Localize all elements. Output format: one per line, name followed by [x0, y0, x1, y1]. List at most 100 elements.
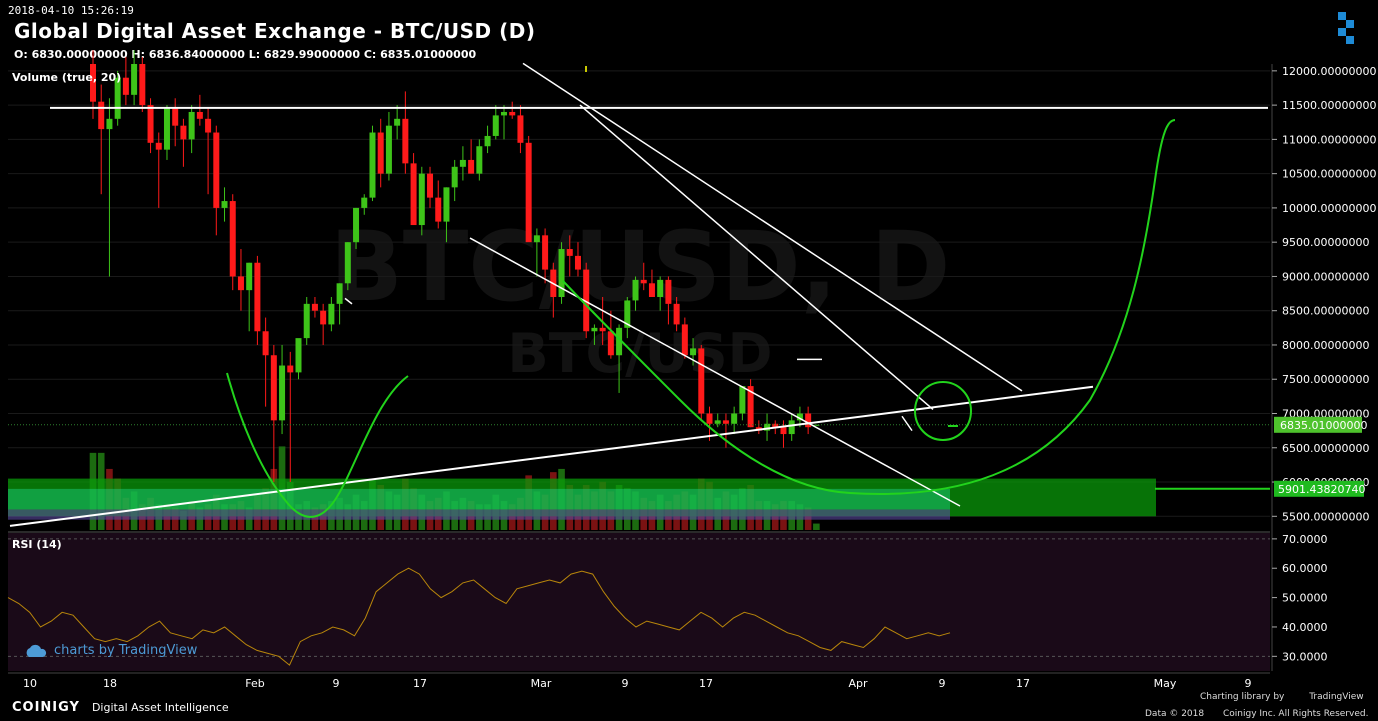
y-tick-label: 11000.00000000	[1282, 133, 1376, 146]
x-tick-label: 9	[333, 677, 340, 690]
x-tick-label: Feb	[245, 677, 264, 690]
candle-body	[492, 115, 499, 136]
candle-body	[443, 187, 450, 222]
x-tick-label: May	[1154, 677, 1177, 690]
candle-body	[599, 327, 606, 332]
rsi-label: RSI (14)	[12, 538, 62, 551]
tradingview-credit: TradingView	[1309, 692, 1364, 702]
candle-body	[369, 132, 376, 198]
candle-body	[229, 201, 236, 277]
candle-body	[607, 331, 614, 356]
candle-body	[714, 420, 721, 424]
candle-body	[747, 386, 754, 428]
candle-body	[648, 283, 655, 297]
candle-body	[780, 427, 787, 435]
x-tick-label: 9	[1245, 677, 1252, 690]
cloud-icon	[26, 644, 47, 657]
last-price-tag-label: 6835.01000000	[1280, 419, 1367, 432]
candle-body	[172, 108, 179, 126]
tradingview-badge[interactable]: charts by TradingView	[24, 643, 197, 658]
candle-body	[739, 386, 746, 414]
candle-body	[427, 173, 434, 198]
candle-body	[468, 159, 475, 174]
candle-body	[131, 64, 138, 95]
candle-body	[525, 142, 532, 243]
candle-body	[509, 111, 516, 116]
y-tick-label: 6500.00000000	[1282, 442, 1369, 455]
volume-zone-base	[8, 509, 950, 520]
candle-body	[246, 262, 253, 291]
coinigy-logo-icon[interactable]	[1336, 10, 1364, 48]
small-marker-line	[344, 297, 353, 305]
x-tick-label: 17	[699, 677, 713, 690]
rsi-tick-label: 50.0000	[1282, 592, 1328, 605]
candle-body	[98, 101, 105, 130]
candle-body	[435, 197, 442, 222]
charting-credit[interactable]: Charting library by TradingView	[1200, 692, 1364, 702]
candle-body	[122, 77, 129, 95]
y-tick-label: 10000.00000000	[1282, 202, 1376, 215]
y-tick-label: 10500.00000000	[1282, 168, 1376, 181]
candle-body	[624, 300, 631, 328]
candle-body	[558, 249, 565, 297]
x-tick-label: Mar	[531, 677, 552, 690]
candle-body	[632, 279, 639, 301]
candle-body	[205, 118, 212, 133]
y-tick-label: 9000.00000000	[1282, 270, 1369, 283]
candle-body	[788, 420, 795, 435]
candle-body	[805, 413, 812, 428]
candle-body	[657, 279, 664, 297]
coinigy-brand: COINIGY	[12, 700, 80, 715]
volume-bar	[813, 523, 820, 530]
candle-body	[394, 118, 401, 126]
candle-body	[262, 331, 269, 356]
candle-body	[764, 423, 771, 431]
candle-body	[155, 142, 162, 150]
last-price-tag	[1274, 416, 1362, 433]
timestamp: 2018-04-10 15:26:19	[8, 4, 134, 17]
candle-body	[287, 365, 294, 373]
candle-body	[706, 413, 713, 424]
candle-body	[221, 201, 228, 208]
freehand-curve-right	[562, 119, 1176, 495]
x-tick-label: 9	[622, 677, 629, 690]
ohlc-readout: O: 6830.00000000 H: 6836.84000000 L: 682…	[14, 48, 477, 61]
drawing-tools	[9, 62, 1270, 527]
watermark-main: BTC/USD, D	[330, 211, 951, 323]
candle-body	[813, 424, 820, 426]
volume-label: Volume (true, 20)	[12, 71, 122, 84]
volume-zone-inner	[8, 488, 950, 510]
trendline-support	[9, 385, 1094, 527]
candle-body	[731, 413, 738, 424]
candle-body	[106, 118, 113, 130]
candle-body	[254, 262, 261, 332]
candle-body	[484, 135, 491, 147]
y-tick-label: 9500.00000000	[1282, 236, 1369, 249]
rsi-background	[8, 533, 1270, 671]
candle-body	[336, 283, 343, 304]
footer-brand[interactable]: COINIGY Digital Asset Intelligence	[12, 700, 229, 715]
candle-body	[410, 163, 417, 226]
candle-body	[517, 115, 524, 143]
candle-body	[213, 132, 220, 208]
candle-body	[377, 132, 384, 174]
y-tick-label: 5500.00000000	[1282, 510, 1369, 523]
rights-text: Coinigy Inc. All Rights Reserved.	[1223, 709, 1369, 719]
candle-body	[279, 365, 286, 421]
candle-body	[139, 64, 146, 106]
candle-body	[402, 118, 409, 164]
candle-body	[690, 348, 697, 356]
x-tick-label: 18	[103, 677, 117, 690]
rsi-pane	[7, 533, 1270, 671]
candle-body	[311, 303, 318, 311]
x-tick-label: 17	[1016, 677, 1030, 690]
candle-body	[295, 338, 302, 373]
small-marker-line	[901, 415, 913, 432]
candle-body	[772, 423, 779, 428]
y-tick-label: 7500.00000000	[1282, 373, 1369, 386]
rsi-tick-label: 70.0000	[1282, 533, 1328, 546]
x-tick-label: Apr	[848, 677, 868, 690]
coinigy-tagline: Digital Asset Intelligence	[91, 701, 229, 714]
